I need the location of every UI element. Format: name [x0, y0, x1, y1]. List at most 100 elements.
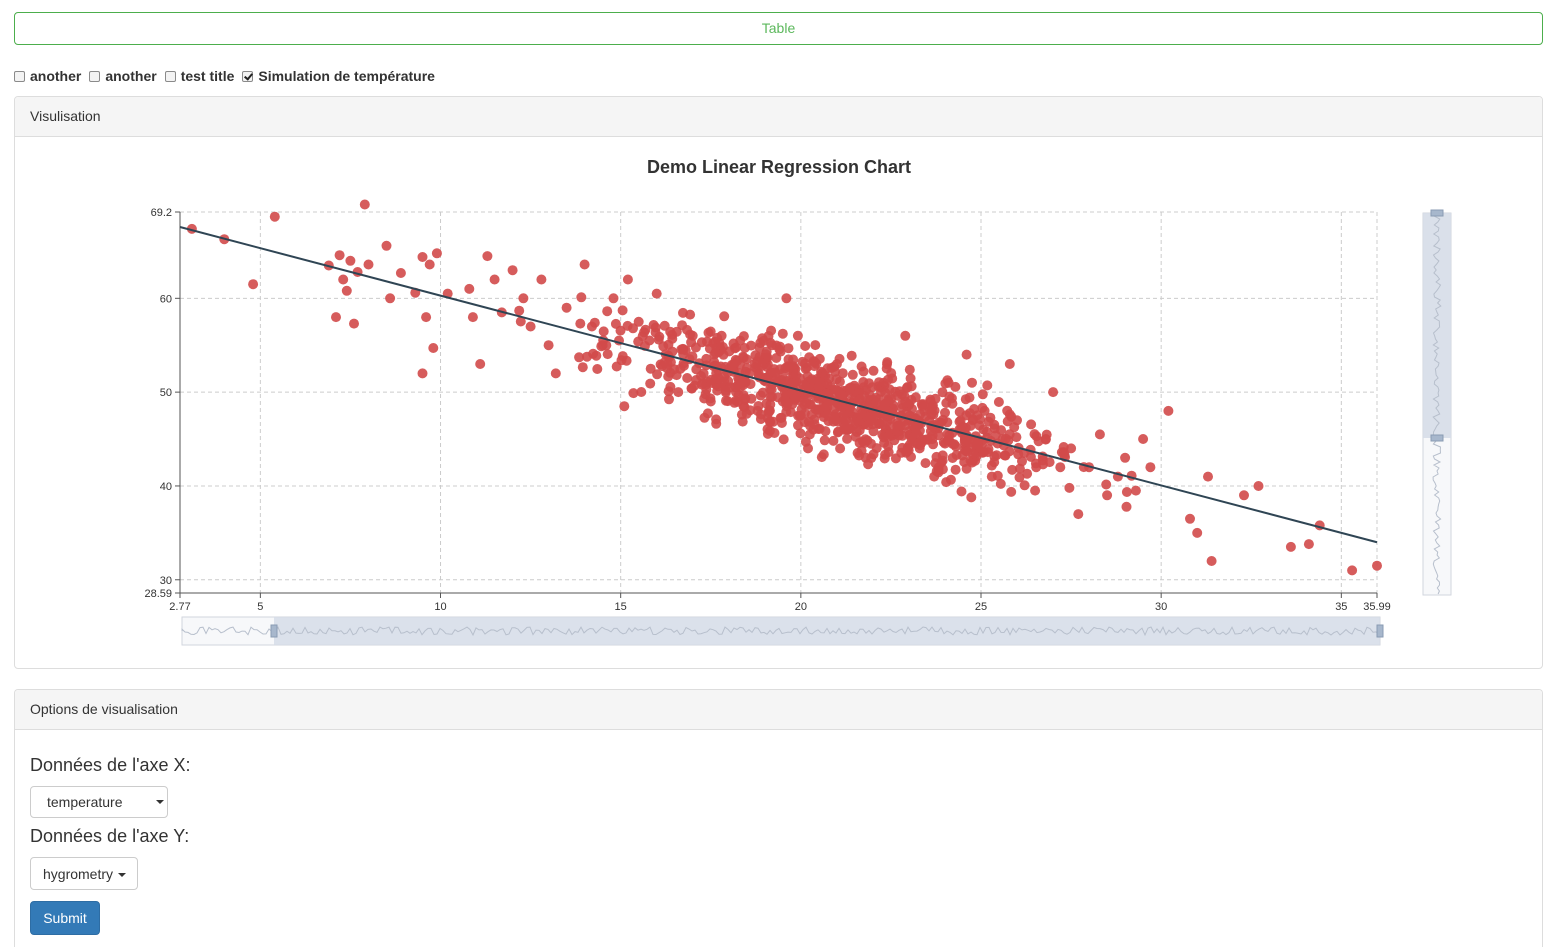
data-point: [1014, 472, 1025, 483]
data-point: [536, 274, 547, 285]
data-point: [1002, 405, 1013, 416]
data-point: [1372, 560, 1382, 571]
data-point: [844, 383, 855, 394]
data-point: [753, 401, 764, 411]
data-point: [750, 350, 761, 361]
data-point: [705, 374, 716, 385]
data-point: [924, 404, 935, 414]
data-point: [738, 352, 749, 363]
data-point: [989, 419, 1000, 430]
data-point: [901, 446, 912, 457]
checkbox-box[interactable]: [89, 70, 101, 82]
checkbox-another-2[interactable]: another: [89, 68, 157, 84]
data-point: [846, 350, 857, 361]
data-point: [757, 333, 768, 344]
data-point: [942, 375, 953, 386]
data-point: [577, 362, 588, 373]
x-tick-label: 35.99: [1363, 601, 1391, 613]
data-point: [341, 285, 352, 296]
data-point: [852, 448, 863, 458]
data-point: [982, 380, 993, 391]
data-point: [598, 326, 609, 337]
data-point: [665, 381, 676, 392]
data-point: [792, 330, 803, 341]
x-datazoom-handle[interactable]: [1376, 624, 1384, 638]
data-point: [645, 363, 656, 374]
data-point: [950, 381, 961, 392]
data-point: [791, 369, 802, 380]
y-datazoom-selection[interactable]: [1423, 213, 1451, 438]
y-axis-dropdown[interactable]: hygrometry: [30, 857, 138, 890]
checkbox-box[interactable]: [164, 70, 176, 82]
data-point: [719, 311, 730, 322]
data-point: [940, 407, 950, 418]
data-point: [855, 394, 866, 405]
data-point: [868, 365, 879, 376]
x-tick-label: 35: [1335, 601, 1347, 613]
data-point: [954, 406, 965, 417]
data-point: [576, 292, 587, 303]
data-point: [1138, 434, 1149, 444]
x-axis-select[interactable]: temperature: [30, 786, 168, 818]
table-button[interactable]: Table: [14, 12, 1543, 45]
data-point: [1004, 359, 1015, 369]
data-point: [964, 392, 975, 403]
data-point: [1058, 442, 1069, 452]
data-point: [771, 353, 782, 363]
x-datazoom-selection[interactable]: [274, 617, 1380, 645]
data-point: [916, 437, 927, 448]
data-point: [550, 368, 561, 379]
data-point: [610, 318, 621, 329]
checkbox-label: test title: [180, 68, 235, 84]
data-point: [1030, 485, 1041, 496]
datazoom-controls[interactable]: [181, 209, 1452, 646]
data-point: [737, 416, 748, 427]
data-point: [733, 373, 744, 384]
data-point: [628, 388, 639, 399]
data-point: [733, 390, 744, 401]
data-point: [1253, 481, 1264, 491]
data-point: [712, 332, 723, 343]
data-point: [764, 405, 775, 416]
data-point: [942, 435, 953, 446]
data-point: [608, 293, 619, 304]
data-point: [269, 211, 280, 222]
data-point: [937, 450, 948, 461]
data-point: [331, 312, 341, 323]
data-point: [1101, 479, 1112, 490]
y-tick-label: 28.59: [144, 588, 172, 600]
data-point: [682, 373, 693, 383]
y-datazoom-handle[interactable]: [1430, 209, 1444, 217]
checkbox-box[interactable]: [14, 70, 25, 82]
checkbox-test-title[interactable]: test title: [164, 68, 235, 84]
data-point: [667, 346, 678, 357]
data-point: [710, 347, 721, 358]
data-point: [1130, 485, 1141, 496]
data-point: [810, 340, 821, 351]
data-point: [1192, 527, 1203, 538]
data-point: [475, 359, 486, 369]
data-point: [654, 331, 665, 342]
data-point: [962, 446, 973, 457]
data-point: [993, 397, 1004, 407]
data-point: [428, 343, 439, 353]
data-point: [673, 387, 684, 398]
data-point: [431, 248, 442, 259]
data-point: [1094, 429, 1105, 440]
data-point: [1025, 451, 1036, 462]
caret-down-icon: [118, 873, 126, 877]
y-datazoom-handle[interactable]: [1430, 434, 1444, 442]
checkbox-another-1[interactable]: another: [14, 68, 81, 84]
checkbox-box-checked[interactable]: [242, 70, 254, 82]
submit-button[interactable]: Submit: [30, 901, 100, 935]
data-point: [859, 438, 870, 448]
data-point: [417, 252, 428, 262]
data-point: [800, 358, 811, 369]
checkbox-simulation-temperature[interactable]: Simulation de température: [242, 68, 435, 84]
data-point: [738, 331, 749, 342]
data-point: [937, 387, 948, 398]
x-datazoom-handle[interactable]: [270, 624, 278, 638]
data-point: [739, 402, 750, 412]
data-point: [905, 373, 916, 384]
data-point: [1013, 449, 1024, 460]
